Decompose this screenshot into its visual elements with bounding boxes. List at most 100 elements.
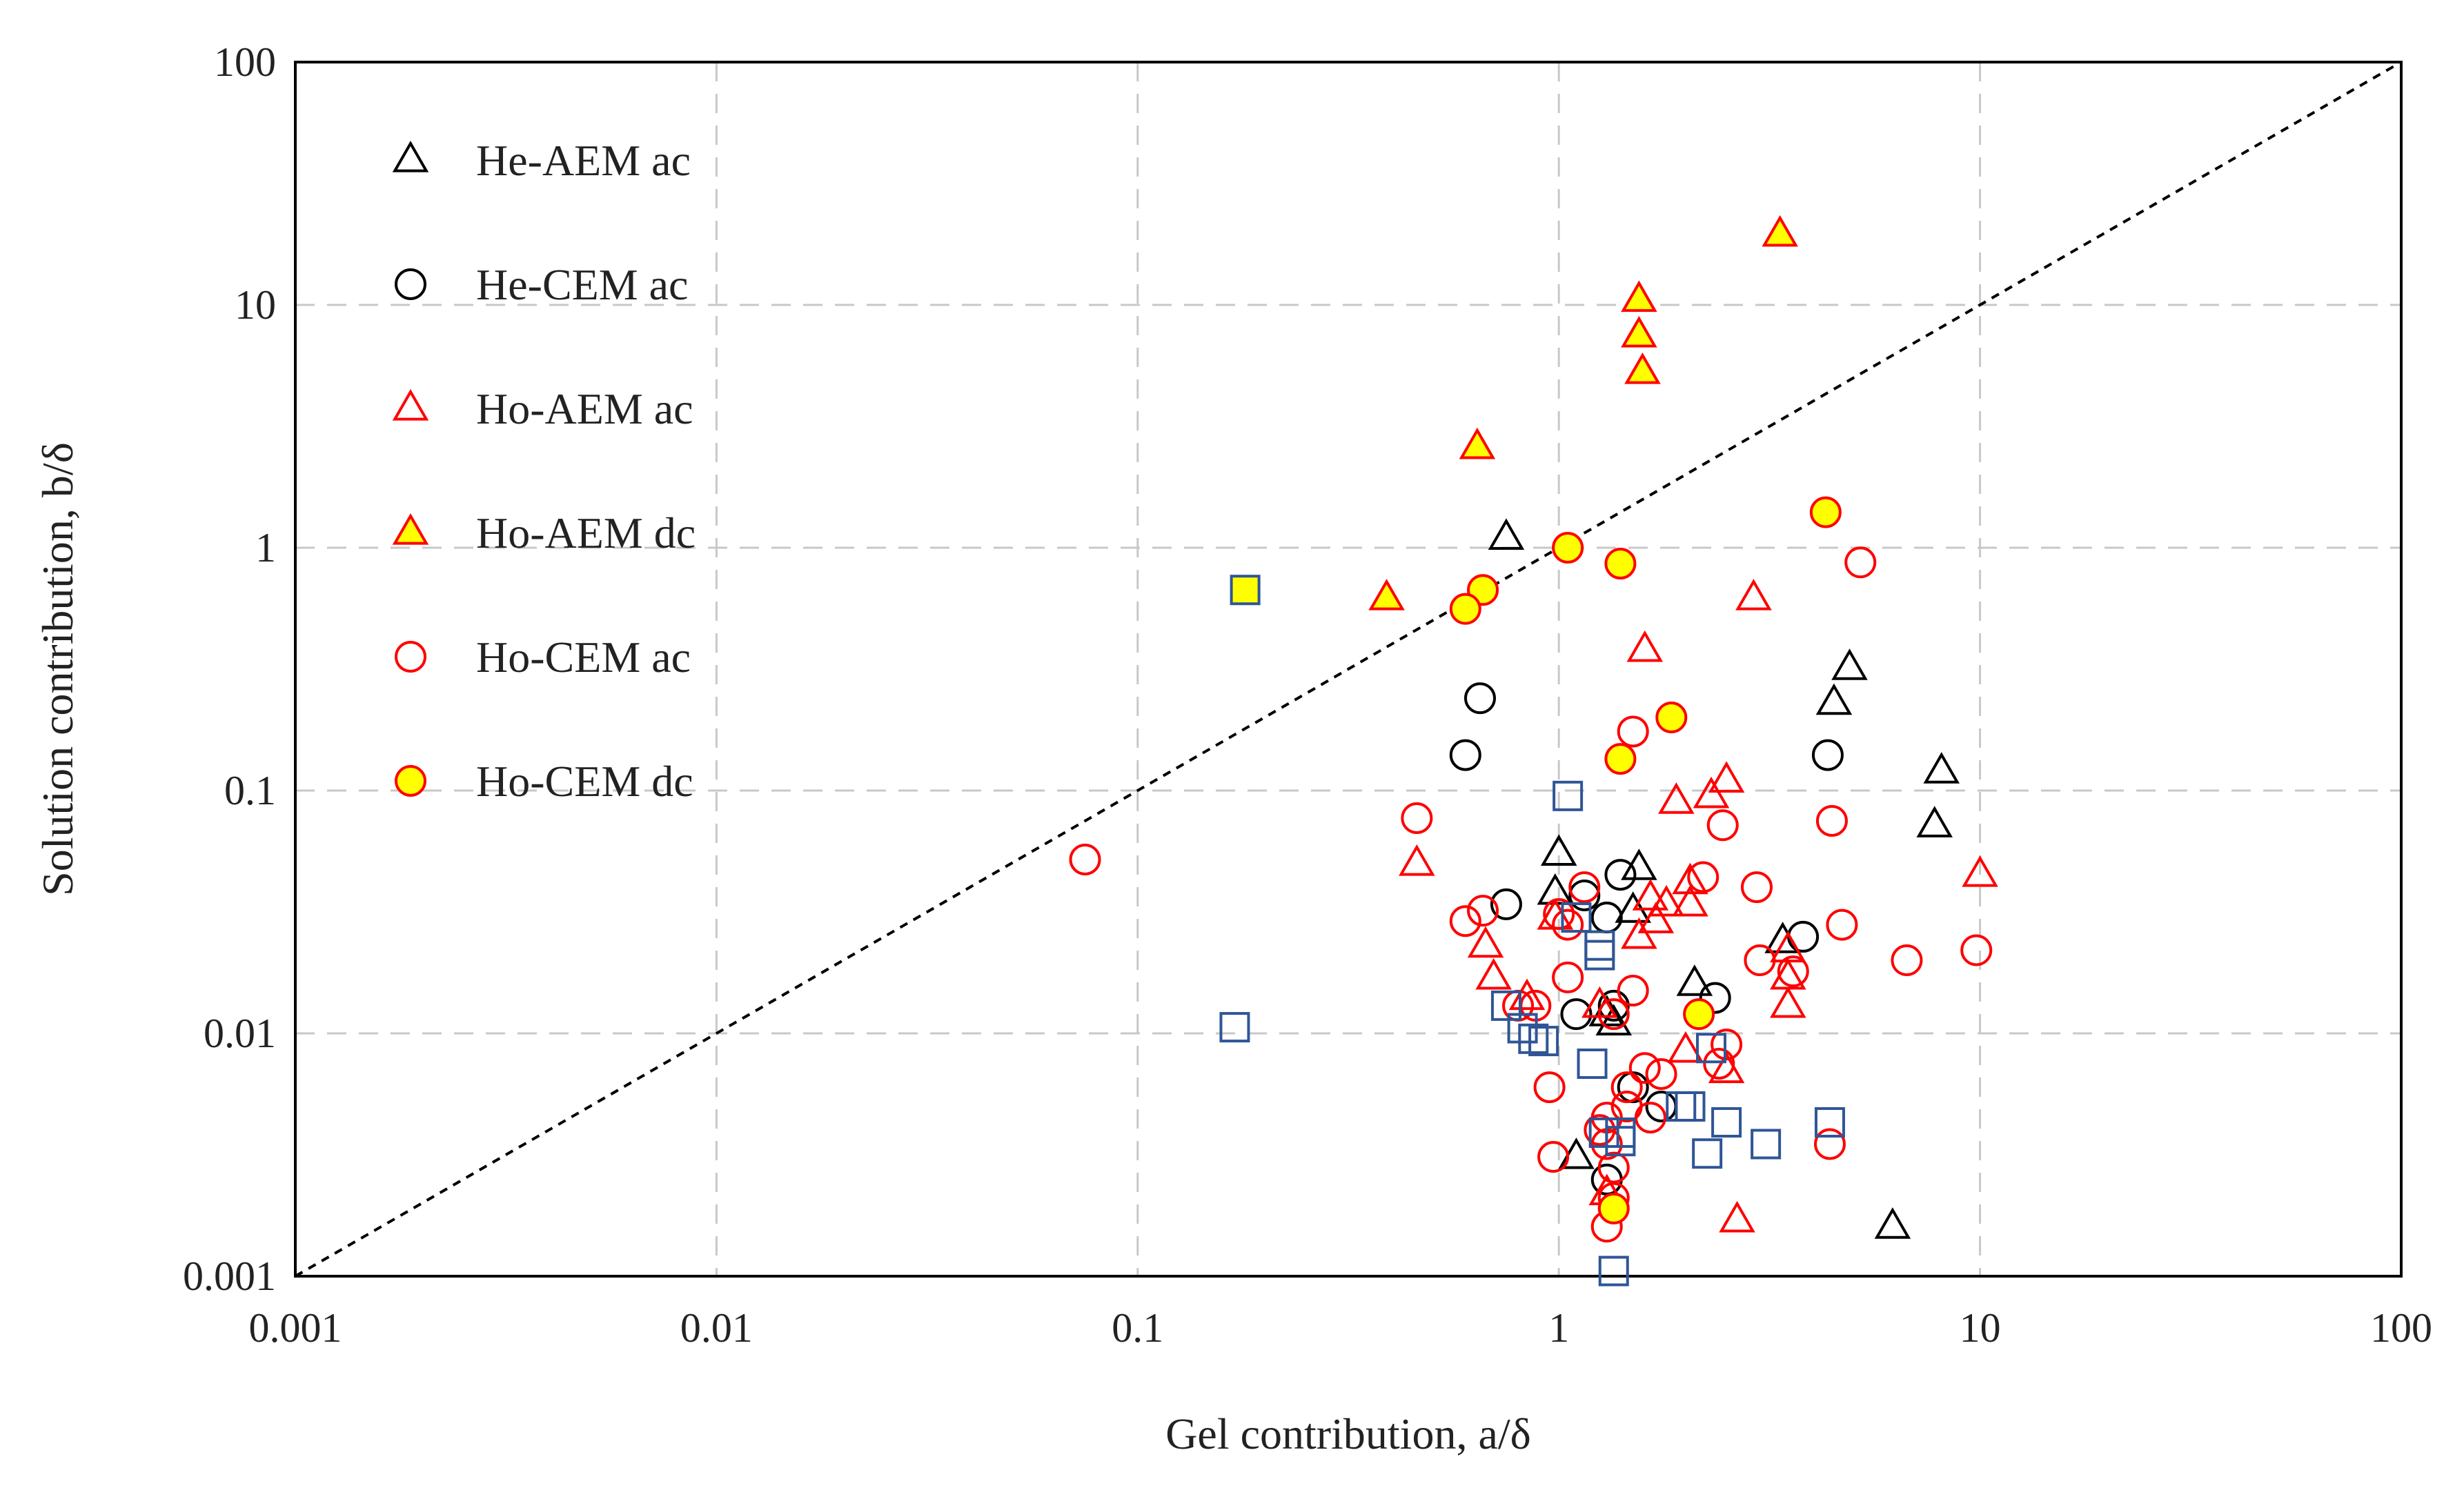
series-6-point-10 — [1695, 1033, 1726, 1064]
series-0-point-11 — [1595, 1004, 1633, 1036]
series-2-point-2 — [1708, 761, 1745, 793]
series-4-point-26 — [1645, 1058, 1677, 1090]
series-3-point-2 — [1621, 315, 1657, 348]
legend-label-4: Ho-CEM ac — [476, 633, 691, 682]
series-6-point-19 — [1605, 1126, 1636, 1157]
series-6-point-12 — [1675, 1091, 1706, 1122]
series-1-point-0 — [1464, 682, 1497, 715]
legend-label-5: Ho-CEM dc — [476, 757, 693, 806]
series-6-point-17 — [1588, 1117, 1619, 1148]
series-7-point-0 — [1230, 575, 1261, 606]
series-0-point-1 — [1831, 648, 1868, 680]
series-0-point-13 — [1874, 1207, 1911, 1239]
series-2-point-12 — [1621, 917, 1657, 949]
y-tick-label-3: 1 — [255, 525, 276, 570]
series-4-point-7 — [1568, 871, 1601, 904]
series-4-point-2 — [1401, 802, 1433, 834]
series-1-point-5 — [1568, 879, 1601, 911]
series-6-point-9 — [1577, 1048, 1608, 1079]
x-tick-label-5: 100 — [2370, 1305, 2432, 1351]
series-5-point-8 — [1597, 1192, 1630, 1224]
legend: He-AEM ac He-CEM ac Ho-AEM ac Ho-AEM dc Ho-C… — [392, 136, 696, 806]
series-6-point-7 — [1518, 1023, 1549, 1054]
series-1-point-7 — [1787, 920, 1820, 953]
series-6-point-5 — [1490, 990, 1521, 1021]
series-1-point-2 — [1811, 739, 1844, 771]
series-5-point-0 — [1809, 496, 1842, 528]
series-4-point-27 — [1610, 1071, 1643, 1104]
legend-marker-3 — [392, 513, 429, 545]
plot-frame — [294, 61, 2403, 1278]
series-6-point-0 — [1553, 780, 1584, 811]
series-2-point-8 — [1672, 884, 1708, 917]
legend-marker-5 — [395, 765, 426, 797]
series-2-point-22 — [1719, 1200, 1755, 1233]
x-axis-title: Gel contribution, a/δ — [1165, 1409, 1531, 1458]
y-axis-ticks: 0.001 0.01 0.1 1 10 100 — [183, 39, 276, 1299]
series-4-point-1 — [1844, 546, 1877, 579]
y-tick-label-5: 100 — [214, 39, 276, 85]
series-1-point-1 — [1449, 739, 1481, 771]
legend-item-4: Ho-CEM ac — [395, 633, 691, 682]
series-4-point-4 — [1706, 809, 1739, 842]
series-2-point-18 — [1770, 931, 1806, 963]
series-3-point-0 — [1762, 215, 1798, 247]
series-6-point-15 — [1751, 1129, 1782, 1160]
series-0-point-3 — [1923, 752, 1960, 784]
series-2-point-5 — [1962, 855, 1998, 887]
series-4-point-18 — [1552, 961, 1584, 993]
series-1-point-4 — [1604, 859, 1637, 891]
series-6-point-2 — [1584, 930, 1615, 961]
series-3-point-3 — [1624, 353, 1661, 384]
series-4-point-10 — [1543, 898, 1575, 931]
legend-item-5: Ho-CEM dc — [395, 757, 693, 806]
x-axis-ticks: 0.001 0.01 0.1 1 10 100 — [249, 1305, 2433, 1351]
series-1-point-3 — [1490, 888, 1522, 920]
series-2-point-6 — [1399, 844, 1435, 876]
series-1-point-6 — [1590, 902, 1623, 934]
series-4-point-32 — [1537, 1141, 1570, 1173]
series-5-point-6 — [1604, 743, 1637, 775]
series-5 — [1449, 496, 1842, 1224]
series-6-point-3 — [1584, 940, 1615, 971]
series-1-point-10 — [1699, 982, 1731, 1014]
x-tick-label-4: 10 — [1960, 1305, 2001, 1351]
series-2-point-17 — [1770, 986, 1806, 1018]
series-4-point-22 — [1597, 998, 1630, 1031]
series-6-point-8 — [1528, 1026, 1559, 1057]
y-tick-label-2: 0.1 — [224, 768, 276, 813]
series-2-point-14 — [1475, 957, 1512, 990]
series-0-point-0 — [1488, 518, 1525, 550]
legend-marker-2 — [392, 388, 429, 421]
series-4 — [1069, 546, 1993, 1243]
series-2-point-10 — [1648, 884, 1685, 917]
series-4-point-16 — [1744, 944, 1776, 977]
series-2-point-7 — [1672, 862, 1708, 895]
series-6-point-20 — [1598, 1255, 1629, 1287]
series-6-point-4 — [1561, 902, 1592, 933]
series-2-point-3 — [1693, 776, 1730, 808]
series-3-point-1 — [1621, 280, 1657, 312]
series-4-point-24 — [1703, 1047, 1735, 1080]
series-4-point-13 — [1826, 909, 1858, 941]
series-4-point-6 — [1687, 861, 1719, 893]
legend-marker-1 — [395, 268, 426, 300]
series-2 — [1399, 579, 1998, 1233]
legend-item-0: He-AEM ac — [392, 136, 691, 185]
series-4-point-33 — [1813, 1128, 1846, 1160]
series-2-point-11 — [1637, 902, 1675, 933]
y-axis-title: Solution contribution, b/δ — [33, 442, 82, 896]
y-tick-label-1: 0.01 — [204, 1011, 276, 1056]
legend-label-2: Ho-AEM ac — [476, 384, 693, 433]
series-4-point-14 — [1960, 934, 1993, 966]
series-6-point-14 — [1814, 1107, 1845, 1138]
x-tick-label-1: 0.01 — [680, 1305, 753, 1351]
series-0-point-5 — [1540, 834, 1577, 866]
series-4-point-19 — [1617, 975, 1649, 1007]
y-tick-label-0: 0.001 — [183, 1253, 276, 1299]
series-5-point-2 — [1604, 548, 1637, 580]
series-0-point-6 — [1621, 848, 1657, 880]
series-4-point-25 — [1628, 1052, 1661, 1084]
series-4-point-17 — [1777, 955, 1809, 988]
